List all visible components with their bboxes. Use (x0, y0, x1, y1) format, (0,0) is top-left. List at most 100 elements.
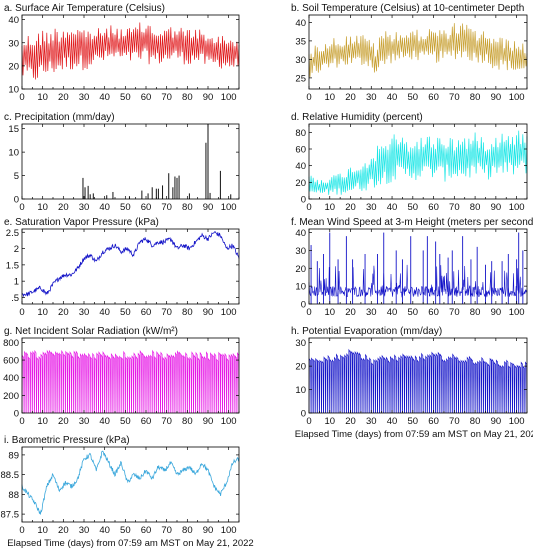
x-tick-label: 40 (99, 416, 110, 427)
y-tick-label: 88 (8, 490, 19, 501)
x-tick-label: 70 (161, 202, 172, 213)
x-tick-label: 40 (387, 92, 398, 103)
x-tick-label: 100 (221, 525, 237, 536)
x-tick-label: 0 (19, 416, 24, 427)
panel-title: i. Barometric Pressure (kPa) (4, 435, 130, 446)
x-tick-label: 0 (19, 525, 24, 536)
x-tick-label: 30 (79, 202, 90, 213)
x-tick-label: 90 (491, 92, 502, 103)
x-tick-label: 30 (79, 92, 90, 103)
plot-frame (308, 228, 528, 305)
x-tick-label: 0 (306, 416, 311, 427)
y-tick-label: 15 (8, 124, 19, 135)
y-tick-label: 60 (295, 145, 306, 156)
x-tick-label: 30 (366, 202, 377, 213)
y-tick-label: 2.5 (6, 228, 19, 239)
x-tick-label: 90 (203, 202, 214, 213)
x-tick-label: 50 (408, 202, 419, 213)
y-tick-label: 0 (301, 300, 306, 311)
panel-c: c. Precipitation (mm/day)0 10 20 30 40 50 60 70… (4, 112, 240, 213)
x-tick-label: 60 (141, 416, 152, 427)
y-tick-label: 25 (295, 73, 306, 84)
x-tick-label: 10 (324, 416, 335, 427)
x-tick-label: 70 (449, 92, 460, 103)
y-tick-label: 40 (295, 18, 306, 29)
x-tick-label: 40 (387, 416, 398, 427)
y-tick-label: 20 (295, 264, 306, 275)
y-tick-label: 1 (14, 277, 19, 288)
panel-title: g. Net Incident Solar Radiation (kW/m²) (4, 326, 178, 337)
y-tick-label: 200 (3, 391, 19, 402)
x-tick-label: 90 (491, 416, 502, 427)
x-tick-label: 60 (141, 92, 152, 103)
x-tick-label: 70 (161, 307, 172, 318)
x-tick-label: 20 (345, 307, 356, 318)
panel-g: g. Net Incident Solar Radiation (kW/m²) 0… (3, 326, 240, 427)
x-tick-label: 50 (120, 416, 131, 427)
y-tick-label: 30 (295, 246, 306, 257)
series-line (21, 450, 240, 515)
x-tick-label: 60 (428, 92, 439, 103)
x-tick-label: 90 (491, 307, 502, 318)
y-tick-label: 1.5 (6, 260, 19, 271)
series-line (308, 23, 528, 78)
y-tick-label: 30 (295, 338, 306, 349)
x-tick-label: 100 (509, 307, 525, 318)
x-tick-label: 80 (470, 416, 481, 427)
x-tick-label: 50 (408, 416, 419, 427)
series-line (308, 264, 528, 298)
y-tick-label: 20 (295, 362, 306, 373)
x-tick-label: 50 (408, 307, 419, 318)
panel-title: d. Relative Humidity (percent) (291, 112, 423, 123)
x-tick-label: 80 (182, 202, 193, 213)
y-tick-label: 35 (295, 36, 306, 47)
y-tick-label: 87.5 (1, 510, 20, 521)
x-axis-label: Elapsed Time (days) from 07:59 am MST on… (295, 429, 533, 440)
y-tick-label: 20 (295, 178, 306, 189)
x-tick-label: 60 (141, 202, 152, 213)
y-tick-label: 10 (8, 85, 19, 96)
x-tick-label: 20 (345, 202, 356, 213)
y-tick-label: 10 (295, 385, 306, 396)
x-tick-label: 100 (509, 202, 525, 213)
series-line (308, 130, 528, 195)
panel-b: b. Soil Temperature (Celsius) at 10-cent… (291, 3, 528, 103)
plot-frame (21, 123, 240, 200)
y-tick-label: 20 (8, 61, 19, 72)
y-tick-label: 600 (3, 356, 19, 367)
x-tick-label: 0 (306, 92, 311, 103)
x-tick-label: 10 (37, 307, 48, 318)
series-line (21, 231, 240, 298)
x-tick-label: 0 (306, 202, 311, 213)
x-axis-label: Elapsed Time (days) from 07:59 am MST on… (7, 538, 253, 549)
x-tick-label: 10 (324, 307, 335, 318)
x-tick-label: 20 (345, 416, 356, 427)
x-tick-label: 0 (19, 202, 24, 213)
panel-i: i. Barometric Pressure (kPa) 0 10 20 30 40 50 6… (1, 435, 254, 549)
x-tick-label: 100 (221, 92, 237, 103)
y-tick-label: 80 (295, 128, 306, 139)
panel-title: c. Precipitation (mm/day) (4, 112, 115, 123)
y-tick-label: 0 (301, 409, 306, 420)
plot-frame (21, 446, 240, 523)
x-tick-label: 30 (79, 307, 90, 318)
panel-title: f. Mean Wind Speed at 3-m Height (meters… (291, 217, 533, 228)
series-line (21, 22, 240, 80)
x-tick-label: 50 (120, 202, 131, 213)
y-tick-label: .5 (11, 293, 19, 304)
x-tick-label: 40 (387, 307, 398, 318)
x-tick-label: 50 (120, 92, 131, 103)
x-tick-label: 0 (19, 92, 24, 103)
panel-title: h. Potential Evaporation (mm/day) (291, 326, 442, 337)
x-tick-label: 30 (79, 416, 90, 427)
x-tick-label: 30 (366, 92, 377, 103)
x-tick-label: 10 (324, 202, 335, 213)
x-tick-label: 10 (37, 525, 48, 536)
plot-frame (21, 228, 240, 305)
panel-title: a. Surface Air Temperature (Celsius) (4, 3, 165, 14)
y-tick-label: 2 (14, 244, 19, 255)
x-tick-label: 30 (366, 307, 377, 318)
x-tick-label: 70 (449, 202, 460, 213)
x-tick-label: 30 (366, 416, 377, 427)
